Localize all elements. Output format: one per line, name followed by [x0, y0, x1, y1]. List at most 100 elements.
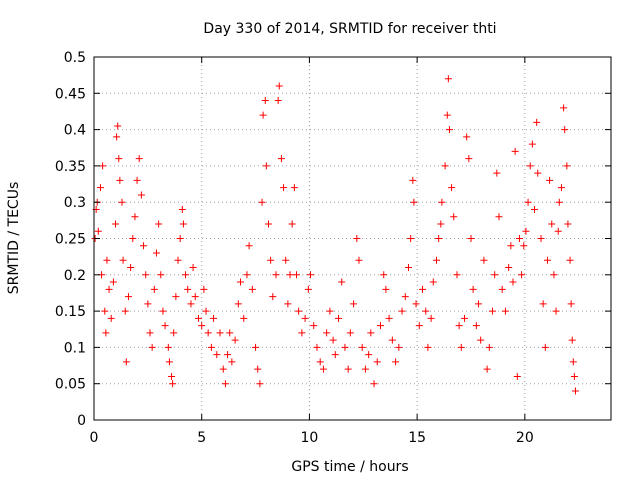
data-point — [511, 147, 519, 155]
data-point — [380, 271, 388, 279]
data-point — [518, 271, 526, 279]
data-point — [170, 329, 178, 337]
data-point — [168, 372, 176, 380]
data-point — [427, 314, 435, 322]
plot-frame — [93, 56, 612, 421]
data-point — [563, 162, 571, 170]
data-point — [326, 307, 334, 315]
data-point — [319, 365, 327, 373]
data-point — [513, 372, 521, 380]
data-point — [491, 271, 499, 279]
data-point — [236, 278, 244, 286]
data-point — [483, 365, 491, 373]
y-tick-label: 0.25 — [55, 232, 86, 248]
data-point — [275, 82, 283, 90]
data-point — [107, 314, 115, 322]
data-point — [505, 264, 513, 272]
data-point — [489, 307, 497, 315]
data-point — [245, 242, 253, 250]
data-point — [501, 307, 509, 315]
data-point — [539, 300, 547, 308]
data-point — [261, 97, 269, 105]
data-point — [566, 256, 574, 264]
data-point — [334, 314, 342, 322]
data-point — [113, 133, 121, 141]
data-point — [274, 97, 282, 105]
data-point — [174, 256, 182, 264]
x-tick-label: 10 — [301, 430, 319, 446]
data-point — [445, 126, 453, 134]
data-point — [346, 329, 354, 337]
data-point — [355, 256, 363, 264]
data-point — [286, 271, 294, 279]
data-point — [306, 271, 314, 279]
data-point — [221, 380, 229, 388]
data-point — [248, 285, 256, 293]
data-point — [142, 271, 150, 279]
data-point — [358, 343, 366, 351]
data-point — [262, 162, 270, 170]
data-point — [522, 227, 530, 235]
data-point — [507, 242, 515, 250]
data-point — [169, 380, 177, 388]
data-point — [365, 351, 373, 359]
data-point — [329, 336, 337, 344]
data-point — [477, 336, 485, 344]
data-point — [176, 235, 184, 242]
data-point — [234, 300, 242, 308]
y-tick-label: 0.05 — [55, 377, 86, 393]
x-axis-label: GPS time / hours — [291, 459, 408, 475]
data-point — [564, 220, 572, 228]
data-point — [571, 387, 579, 395]
data-point — [103, 256, 111, 264]
data-point — [184, 285, 192, 293]
y-tick-label: 0.15 — [55, 304, 86, 320]
data-point — [150, 285, 158, 293]
data-point — [256, 380, 264, 388]
data-point — [272, 271, 280, 279]
data-point — [385, 314, 393, 322]
data-point — [127, 264, 135, 272]
data-point — [407, 235, 415, 242]
data-point — [102, 329, 110, 337]
data-point — [450, 213, 458, 221]
data-point — [461, 314, 469, 322]
data-point — [112, 220, 120, 228]
data-point — [533, 118, 541, 126]
data-point — [109, 278, 117, 286]
data-point — [301, 314, 309, 322]
data-point — [560, 104, 568, 112]
y-tick-label: 0.5 — [64, 50, 86, 66]
data-point — [552, 307, 560, 315]
x-tick-label: 15 — [408, 430, 426, 446]
data-point — [144, 300, 152, 308]
data-point — [216, 329, 224, 337]
data-point — [269, 293, 277, 301]
data-point — [569, 358, 577, 366]
data-point — [438, 198, 446, 206]
data-point — [133, 176, 141, 184]
data-point — [537, 235, 545, 242]
data-point — [435, 235, 443, 242]
data-point — [495, 213, 503, 221]
data-point — [543, 256, 551, 264]
data-point — [554, 227, 562, 235]
data-point — [401, 293, 409, 301]
y-tick-label: 0.2 — [64, 268, 86, 284]
y-tick-label: 0.4 — [64, 123, 86, 139]
data-point — [114, 122, 122, 130]
data-point — [122, 358, 130, 366]
data-point — [115, 155, 123, 163]
data-point — [129, 235, 137, 242]
data-point — [178, 205, 186, 213]
data-point — [231, 336, 239, 344]
data-point — [480, 256, 488, 264]
data-point — [444, 75, 452, 83]
data-point — [140, 242, 148, 250]
data-point — [119, 256, 127, 264]
y-tick-label: 0.35 — [55, 159, 86, 175]
data-point — [424, 343, 432, 351]
data-point — [469, 285, 477, 293]
data-point — [405, 264, 413, 272]
